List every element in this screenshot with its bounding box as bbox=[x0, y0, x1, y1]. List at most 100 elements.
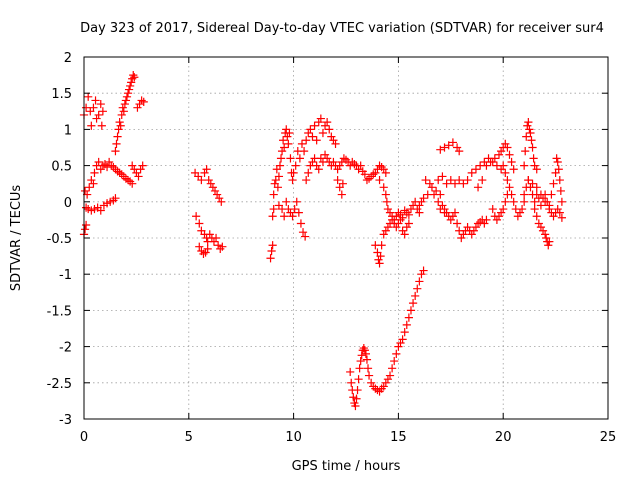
data-point bbox=[446, 175, 455, 185]
data-point bbox=[139, 97, 148, 106]
data-point bbox=[280, 143, 289, 152]
data-point bbox=[375, 175, 384, 185]
data-point bbox=[356, 356, 365, 366]
data-point bbox=[415, 201, 424, 210]
data-point bbox=[138, 161, 147, 170]
data-point bbox=[478, 175, 487, 185]
data-point bbox=[98, 107, 107, 116]
data-point bbox=[272, 165, 281, 174]
data-point bbox=[194, 172, 203, 181]
data-point bbox=[211, 233, 221, 243]
data-point bbox=[406, 306, 416, 315]
data-point bbox=[112, 139, 121, 148]
data-point bbox=[398, 335, 407, 344]
data-point bbox=[429, 190, 439, 199]
data-point bbox=[388, 364, 397, 373]
data-point bbox=[197, 226, 206, 235]
x-tick-label: 25 bbox=[600, 430, 617, 445]
data-point bbox=[217, 197, 226, 206]
data-point bbox=[111, 147, 120, 156]
data-point bbox=[218, 242, 227, 251]
data-point bbox=[86, 107, 95, 116]
y-axis: -3 -2.5 -2 -1.5 -1 -0.5 0 0.5 1 1.5 2 bbox=[47, 51, 608, 428]
data-point bbox=[83, 190, 92, 199]
data-point bbox=[382, 197, 391, 206]
data-point bbox=[115, 118, 124, 127]
data-point bbox=[195, 242, 204, 251]
data-point bbox=[376, 252, 385, 261]
x-tick-label: 15 bbox=[390, 430, 407, 445]
data-point bbox=[280, 212, 289, 221]
data-point bbox=[541, 230, 550, 239]
y-tick-label: -3 bbox=[59, 413, 72, 428]
data-point bbox=[279, 136, 288, 145]
data-point bbox=[318, 128, 328, 138]
data-point bbox=[89, 103, 98, 112]
data-point bbox=[353, 385, 362, 395]
data-point bbox=[438, 172, 447, 181]
data-point bbox=[123, 89, 133, 98]
data-point bbox=[282, 125, 291, 134]
data-point bbox=[503, 143, 512, 152]
data-point bbox=[440, 208, 449, 217]
data-point bbox=[297, 139, 307, 148]
data-point bbox=[192, 212, 201, 221]
data-point bbox=[507, 157, 516, 167]
data-point bbox=[551, 168, 560, 177]
data-point bbox=[544, 241, 553, 250]
y-tick-label: 0 bbox=[64, 196, 72, 211]
data-point bbox=[127, 78, 136, 87]
data-point bbox=[323, 118, 332, 127]
data-point bbox=[337, 190, 346, 199]
data-point bbox=[532, 212, 541, 221]
data-point bbox=[354, 375, 363, 384]
data-point bbox=[357, 351, 366, 360]
data-point bbox=[269, 190, 278, 199]
data-point bbox=[499, 204, 508, 214]
data-point bbox=[390, 356, 399, 366]
data-point bbox=[553, 157, 562, 167]
data-point bbox=[448, 138, 457, 147]
data-point bbox=[292, 197, 301, 206]
data-point bbox=[335, 183, 344, 192]
data-point bbox=[501, 197, 510, 206]
data-point bbox=[385, 371, 395, 380]
data-point bbox=[459, 179, 468, 188]
data-point bbox=[352, 394, 361, 403]
data-point bbox=[310, 121, 319, 130]
data-point bbox=[549, 179, 558, 188]
data-point bbox=[295, 154, 304, 163]
data-point bbox=[360, 346, 369, 355]
data-point bbox=[520, 161, 529, 170]
data-point bbox=[505, 150, 514, 159]
data-point bbox=[473, 183, 483, 192]
data-point bbox=[419, 266, 428, 275]
data-point bbox=[545, 237, 554, 246]
data-point bbox=[482, 161, 491, 170]
data-point bbox=[338, 179, 347, 188]
data-point bbox=[360, 170, 369, 179]
data-point bbox=[301, 232, 310, 241]
data-point bbox=[381, 168, 390, 177]
data-point bbox=[121, 96, 131, 105]
data-point bbox=[524, 118, 533, 127]
data-point bbox=[84, 92, 93, 101]
data-point bbox=[425, 179, 434, 188]
data-point bbox=[356, 161, 365, 170]
data-point bbox=[97, 121, 106, 130]
data-point bbox=[396, 215, 405, 224]
data-point bbox=[113, 132, 122, 141]
data-point bbox=[530, 197, 539, 206]
chart-title: Day 323 of 2017, Sidereal Day-to-day VTE… bbox=[80, 21, 604, 36]
data-point bbox=[400, 230, 409, 239]
data-point bbox=[190, 168, 200, 177]
data-point bbox=[525, 125, 534, 134]
data-point bbox=[402, 320, 411, 329]
data-point bbox=[536, 201, 546, 210]
data-point bbox=[517, 204, 527, 214]
data-point bbox=[452, 219, 462, 228]
data-point bbox=[363, 364, 373, 373]
y-tick-label: -2.5 bbox=[47, 377, 72, 392]
data-point bbox=[530, 204, 539, 214]
